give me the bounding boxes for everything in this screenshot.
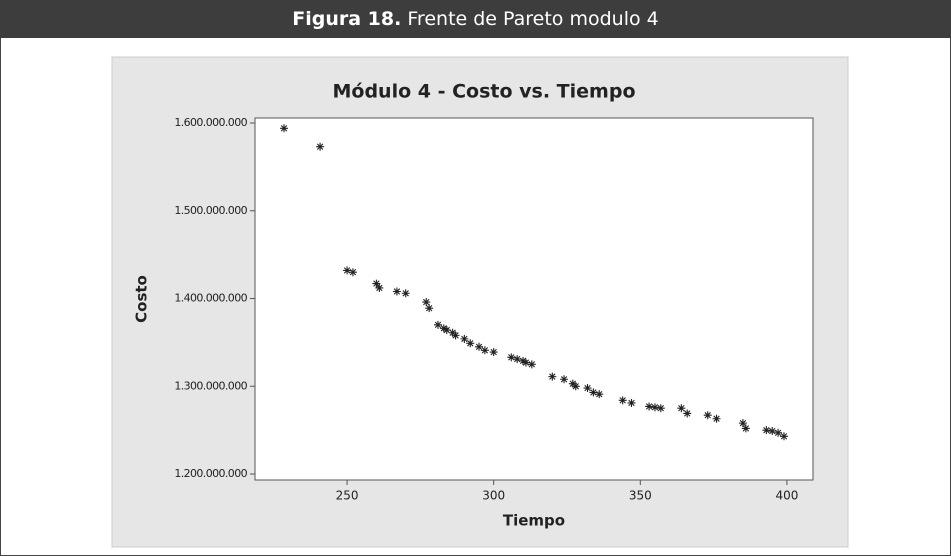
point (439, 324, 448, 333)
point (618, 396, 627, 405)
point (422, 298, 431, 307)
point (480, 346, 489, 355)
point (343, 266, 352, 275)
x-tick-label: 250 (336, 489, 359, 503)
point (475, 342, 484, 351)
point (656, 404, 665, 413)
point (280, 124, 289, 133)
y-tick-label: 1.600.000.000 (174, 116, 247, 129)
caption: Figura 18. Frente de Pareto modulo 4 (0, 0, 951, 38)
y-axis-label: Costo (133, 275, 151, 323)
point (507, 353, 516, 362)
point (519, 356, 528, 365)
x-tick-label: 350 (629, 489, 652, 503)
point (489, 348, 498, 357)
point (316, 142, 325, 151)
point (683, 409, 692, 418)
point (774, 428, 783, 437)
point (741, 424, 750, 433)
point (645, 402, 654, 411)
point (677, 404, 686, 413)
point (442, 326, 451, 335)
point (513, 355, 522, 364)
y-tick-label: 1.500.000.000 (174, 204, 247, 217)
point (712, 414, 721, 423)
point (392, 287, 401, 296)
point (451, 331, 460, 340)
point (589, 388, 598, 397)
point (401, 289, 410, 298)
point (571, 382, 580, 391)
point (595, 390, 604, 399)
point (433, 320, 442, 329)
x-tick-label: 300 (482, 489, 505, 503)
y-tick-label: 1.400.000.000 (174, 292, 247, 305)
point (521, 358, 530, 367)
point (425, 304, 434, 313)
point (348, 268, 357, 277)
caption-label: Figura 18. (292, 8, 402, 30)
caption-text: Frente de Pareto modulo 4 (407, 8, 659, 30)
x-tick-label: 400 (775, 489, 798, 503)
point (375, 283, 384, 292)
point (466, 339, 475, 348)
point (779, 432, 788, 441)
point (460, 334, 469, 343)
y-tick-label: 1.200.000.000 (174, 467, 247, 480)
x-axis-label: Tiempo (503, 512, 565, 530)
point (548, 372, 557, 381)
point (583, 384, 592, 393)
y-tick-label: 1.300.000.000 (174, 379, 247, 392)
point (762, 426, 771, 435)
point (738, 419, 747, 428)
point (703, 411, 712, 420)
point (560, 375, 569, 384)
point (650, 403, 659, 412)
chart-title: Módulo 4 - Costo vs. Tiempo (333, 81, 636, 103)
point (527, 360, 536, 369)
point (768, 427, 777, 436)
point (627, 398, 636, 407)
point (372, 279, 381, 288)
plot-area (254, 117, 814, 481)
